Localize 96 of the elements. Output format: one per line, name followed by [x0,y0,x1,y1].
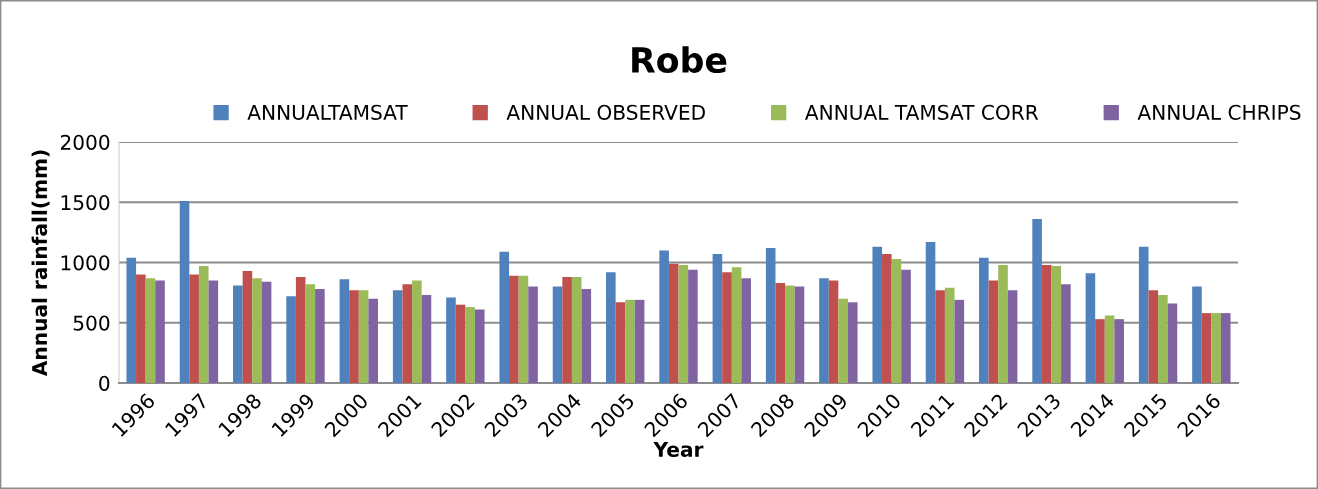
bar [581,289,592,383]
bar [1041,264,1052,383]
bar [1158,295,1168,383]
legend-label: ANNUAL TAMSAT CORR [804,104,1039,120]
bar [189,274,199,383]
bar [944,287,955,383]
bar [242,270,253,383]
bar [136,274,146,383]
bar [847,302,858,383]
bar [625,299,635,383]
bar [179,201,190,383]
bar [305,284,316,383]
y-axis-title: Annual rainfall(mm) [31,150,50,377]
y-tick-label: 1000 [61,255,110,271]
bar [562,276,572,383]
bar [402,284,413,383]
bar [688,269,698,383]
bar [1032,219,1042,383]
bar [634,299,645,383]
bar [872,246,883,383]
bar [765,248,776,383]
bar [935,290,945,383]
legend-label: ANNUAL CHRIPS [1137,104,1301,120]
bar [712,254,723,383]
bar [741,278,751,383]
bar [499,251,510,383]
bar [233,285,243,383]
bar [465,307,475,383]
bar [1085,273,1096,383]
bar [891,258,902,383]
bar [1220,313,1231,383]
bar [838,298,848,383]
bar [368,298,378,383]
x-axis-title: Year [653,441,704,457]
bar [678,264,689,383]
bar [606,272,616,383]
bar [794,286,805,383]
bar [819,278,829,383]
bar [392,290,403,383]
bar [775,282,786,383]
bar [954,299,965,383]
bar [349,290,359,383]
bar [528,286,538,383]
bar [1201,313,1212,383]
bar [252,278,262,383]
bar [339,279,350,383]
bar [668,263,679,383]
bar [421,295,432,383]
bar [988,280,999,383]
bar [1138,246,1149,383]
bar [145,278,156,383]
bar [998,264,1008,383]
bar [659,250,669,383]
bar [208,280,219,383]
y-tick-label: 1500 [61,194,110,211]
bar [455,304,466,383]
bar [1167,303,1178,383]
y-tick-label: 0 [99,375,110,391]
bar [295,276,306,383]
bar [731,267,742,383]
bar [509,275,519,383]
bar [1104,315,1115,383]
bar [1095,319,1105,383]
bar [155,280,165,383]
bar [446,297,456,383]
bar [261,281,272,383]
bar [1148,290,1159,383]
bar [571,276,582,383]
bar [315,289,325,383]
bar [518,275,529,383]
bar [198,266,209,383]
bar [358,290,369,383]
bar [1114,319,1124,383]
bar [1192,286,1202,383]
y-tick-label: 2000 [60,134,110,150]
bar [412,280,422,383]
bar [1051,266,1062,383]
bar [1061,284,1071,383]
bar [615,302,626,383]
bar [901,269,911,383]
bar [828,280,839,383]
bar [925,242,936,383]
bar [1211,313,1221,383]
chart-title: Robe [632,46,727,74]
bar [126,257,137,383]
bar [552,286,563,383]
bar [1007,290,1018,383]
legend-label: ANNUAL OBSERVED [506,104,705,120]
bar [785,285,795,383]
y-tick-label: 500 [73,315,110,331]
legend-label: ANNUALTAMSAT [247,104,408,120]
bar [979,257,989,383]
bar [286,296,296,383]
bar [474,309,485,383]
bar [722,272,732,383]
bar [882,254,892,383]
